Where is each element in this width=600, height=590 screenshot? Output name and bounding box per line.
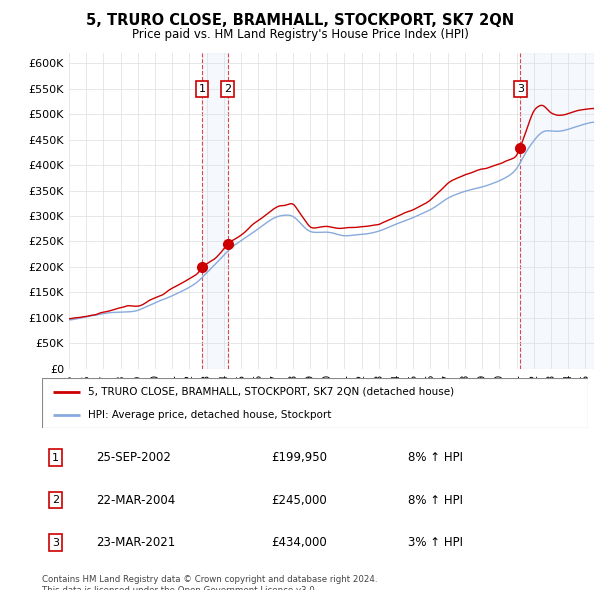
Text: 3: 3: [517, 84, 524, 94]
Text: 8% ↑ HPI: 8% ↑ HPI: [408, 451, 463, 464]
Text: £434,000: £434,000: [271, 536, 327, 549]
Text: £199,950: £199,950: [271, 451, 328, 464]
Text: 2: 2: [52, 495, 59, 505]
Text: £245,000: £245,000: [271, 493, 327, 507]
Text: 8% ↑ HPI: 8% ↑ HPI: [408, 493, 463, 507]
Bar: [202, 53, 228, 369]
Text: 5, TRURO CLOSE, BRAMHALL, STOCKPORT, SK7 2QN: 5, TRURO CLOSE, BRAMHALL, STOCKPORT, SK7…: [86, 13, 514, 28]
Text: Contains HM Land Registry data © Crown copyright and database right 2024.
This d: Contains HM Land Registry data © Crown c…: [42, 575, 377, 590]
Text: 5, TRURO CLOSE, BRAMHALL, STOCKPORT, SK7 2QN (detached house): 5, TRURO CLOSE, BRAMHALL, STOCKPORT, SK7…: [88, 386, 455, 396]
Text: 23-MAR-2021: 23-MAR-2021: [97, 536, 176, 549]
Text: 2: 2: [224, 84, 231, 94]
Text: 1: 1: [199, 84, 206, 94]
FancyBboxPatch shape: [42, 378, 588, 428]
Text: 25-SEP-2002: 25-SEP-2002: [97, 451, 172, 464]
Text: 22-MAR-2004: 22-MAR-2004: [97, 493, 176, 507]
Text: HPI: Average price, detached house, Stockport: HPI: Average price, detached house, Stoc…: [88, 409, 332, 419]
Text: 3: 3: [52, 537, 59, 548]
Text: 3% ↑ HPI: 3% ↑ HPI: [408, 536, 463, 549]
Text: 1: 1: [52, 453, 59, 463]
Text: Price paid vs. HM Land Registry's House Price Index (HPI): Price paid vs. HM Land Registry's House …: [131, 28, 469, 41]
Bar: [520, 53, 594, 369]
